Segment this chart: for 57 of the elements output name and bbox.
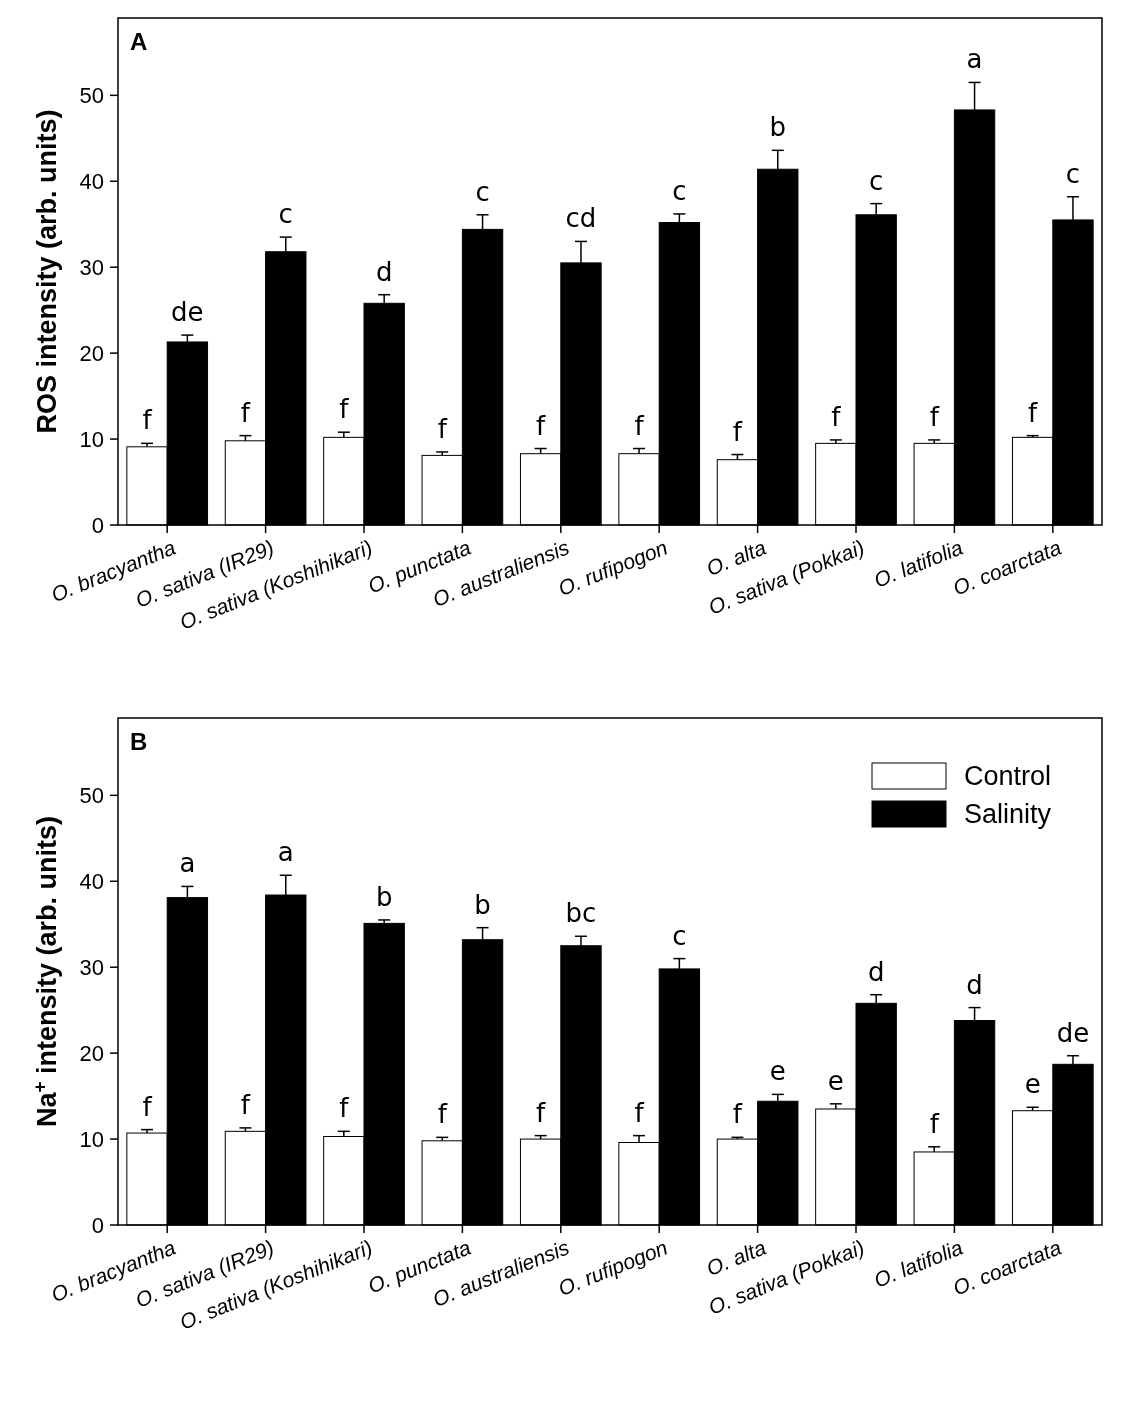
annotation: a — [277, 837, 294, 868]
annotation: f — [929, 1108, 940, 1139]
legend-label: Salinity — [964, 799, 1052, 830]
y-tick-label: 20 — [79, 340, 104, 366]
annotation: f — [634, 410, 645, 441]
annotation: f — [437, 413, 448, 444]
annotation: f — [536, 1097, 547, 1128]
y-axis-title: ROS intensity (arb. units) — [32, 109, 62, 434]
y-tick-label: 0 — [91, 1212, 104, 1238]
y-tick-label: 40 — [79, 168, 104, 194]
annotation: b — [769, 112, 787, 143]
y-tick-label: 30 — [79, 954, 104, 980]
annotation: c — [1065, 158, 1081, 189]
annotation: cd — [565, 203, 597, 234]
y-tick-label: 40 — [79, 868, 104, 894]
y-tick-label: 50 — [79, 783, 104, 809]
y-tick-label: 50 — [79, 83, 104, 109]
annotation: de — [171, 297, 204, 328]
annotation: c — [869, 165, 884, 196]
annotation: f — [732, 416, 743, 447]
annotation: c — [672, 920, 687, 951]
chart-title: B — [130, 728, 148, 755]
annotation: d — [867, 956, 885, 987]
y-tick-label: 0 — [91, 512, 104, 538]
annotation: f — [142, 1091, 153, 1122]
y-tick-label: 20 — [79, 1040, 104, 1066]
annotation: e — [1024, 1069, 1041, 1100]
annotation: f — [929, 401, 940, 432]
y-tick-label: 30 — [79, 254, 104, 280]
annotation: f — [339, 1093, 350, 1124]
y-tick-label: 10 — [79, 1126, 104, 1152]
annotation: c — [475, 176, 490, 207]
annotation: d — [966, 969, 983, 1000]
chart-title: A — [130, 28, 148, 55]
annotation: c — [278, 199, 293, 230]
annotation: f — [831, 401, 842, 432]
annotation: e — [769, 1056, 786, 1087]
annotation: f — [240, 1089, 251, 1120]
annotation: d — [375, 256, 393, 287]
annotation: f — [536, 410, 547, 441]
annotation: a — [966, 44, 983, 75]
annotation: c — [672, 175, 687, 206]
annotation: b — [375, 881, 393, 912]
annotation: f — [142, 405, 153, 436]
annotation: f — [240, 397, 251, 428]
annotation: bc — [565, 898, 597, 929]
annotation: b — [474, 889, 491, 920]
annotation: f — [634, 1097, 645, 1128]
y-tick-label: 10 — [79, 426, 104, 452]
annotation: f — [732, 1099, 743, 1130]
legend-label: Control — [964, 761, 1052, 792]
annotation: a — [179, 848, 196, 879]
annotation: f — [437, 1099, 448, 1130]
annotation: f — [339, 394, 350, 425]
annotation: de — [1056, 1017, 1090, 1048]
annotation: e — [827, 1065, 844, 1096]
annotation: f — [1028, 397, 1039, 428]
